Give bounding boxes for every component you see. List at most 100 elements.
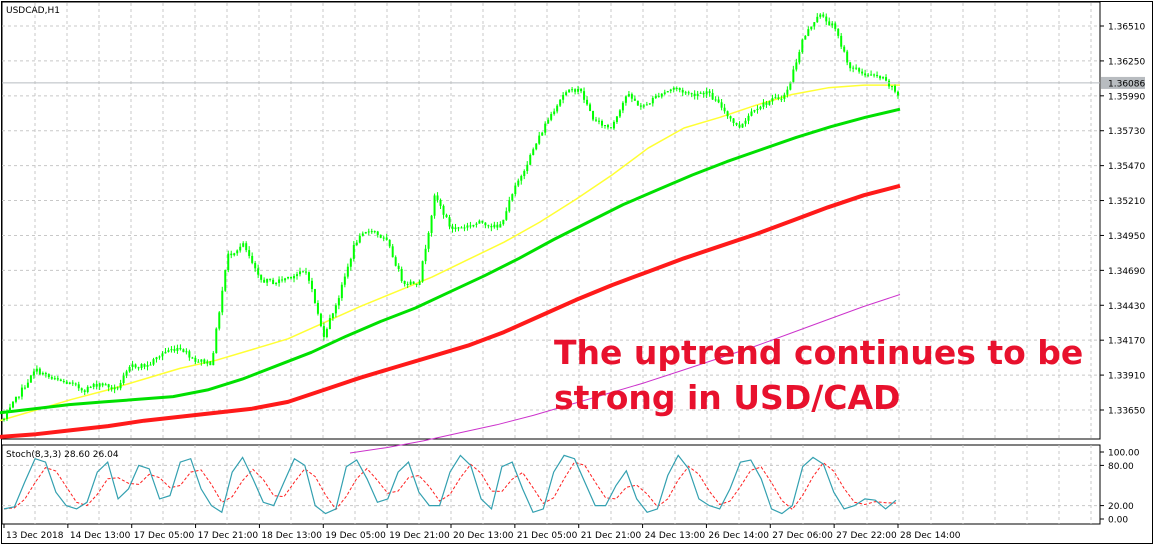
candle-body — [777, 97, 780, 99]
candle-body — [517, 180, 520, 186]
candle-body — [77, 384, 80, 389]
candle-body — [275, 282, 278, 285]
stochastic-tick-label: 100.00 — [1108, 449, 1140, 459]
stochastic-tick-label: 80.00 — [1108, 462, 1134, 472]
price-tick-label: 1.34950 — [1108, 232, 1145, 242]
candle-body — [714, 99, 717, 101]
candle-body — [86, 386, 89, 392]
candle-body — [352, 245, 355, 259]
candle-body — [382, 237, 385, 239]
candle-body — [433, 195, 436, 216]
candle-body — [451, 226, 454, 230]
candle-body — [254, 262, 257, 269]
candle-body — [26, 382, 29, 388]
candle-body — [759, 106, 762, 109]
candle-body — [269, 278, 272, 280]
candle-body — [62, 380, 65, 382]
candle-body — [508, 200, 511, 212]
main-panel — [1, 1, 1101, 440]
candle-body — [263, 279, 266, 283]
stochastic-d-line — [3, 461, 897, 511]
candle-body — [436, 195, 439, 200]
candle-body — [442, 205, 445, 215]
candle-body — [819, 14, 822, 17]
candle-body — [71, 382, 74, 384]
candle-body — [648, 103, 651, 105]
candle-body — [726, 111, 729, 117]
price-tick-label: 1.35990 — [1108, 92, 1145, 102]
candle-body — [236, 250, 239, 254]
time-tick-label: 18 Dec 13:00 — [261, 531, 322, 541]
time-tick-label: 28 Dec 14:00 — [900, 531, 961, 541]
candle-body — [466, 225, 469, 228]
current-price-label: 1.36086 — [1108, 79, 1145, 89]
candle-body — [786, 89, 789, 95]
candle-body — [227, 253, 230, 271]
candle-body — [89, 386, 92, 388]
candle-body — [798, 52, 801, 63]
candle-body — [526, 164, 529, 171]
candle-body — [639, 105, 642, 107]
candle-body — [176, 347, 179, 351]
candle-body — [792, 69, 795, 82]
candle-body — [427, 232, 430, 249]
candle-body — [296, 274, 299, 277]
candle-body — [5, 411, 8, 419]
candle-body — [840, 35, 843, 47]
candle-body — [29, 375, 32, 383]
time-tick-label: 21 Dec 21:00 — [581, 531, 642, 541]
candle-body — [203, 359, 206, 364]
candle-body — [65, 381, 68, 384]
candle-body — [74, 383, 77, 385]
candle-body — [391, 246, 394, 258]
candle-body — [125, 371, 128, 376]
candle-body — [32, 371, 35, 376]
candle-body — [762, 102, 765, 107]
candle-body — [200, 359, 203, 362]
stochastic-tick-label: 20.00 — [1108, 502, 1134, 512]
candle-body — [598, 120, 601, 122]
candle-body — [110, 387, 113, 390]
candle-body — [813, 22, 816, 27]
candle-body — [657, 95, 660, 97]
candle-body — [424, 248, 427, 262]
candle-body — [574, 89, 577, 92]
candle-body — [828, 21, 831, 26]
candle-body — [729, 116, 732, 119]
candle-body — [188, 351, 191, 358]
time-tick-label: 20 Dec 13:00 — [453, 531, 514, 541]
candle-body — [41, 373, 44, 375]
candle-body — [547, 119, 550, 124]
candle-body — [194, 357, 197, 362]
candle-body — [406, 283, 409, 285]
price-tick-label: 1.33650 — [1108, 407, 1145, 417]
time-tick-label: 17 Dec 21:00 — [198, 531, 259, 541]
candle-body — [723, 107, 726, 112]
candle-body — [487, 225, 490, 227]
candle-body — [846, 51, 849, 63]
candle-body — [711, 92, 714, 100]
candle-body — [532, 149, 535, 155]
candle-body — [822, 14, 825, 17]
candle-body — [618, 110, 621, 117]
candle-body — [197, 361, 200, 363]
candle-body — [654, 95, 657, 99]
candle-body — [101, 383, 104, 386]
candle-body — [346, 266, 349, 277]
candle-body — [251, 255, 254, 263]
candle-body — [140, 364, 143, 368]
candle-body — [319, 313, 322, 327]
candle-body — [606, 125, 609, 128]
candle-body — [702, 92, 705, 95]
candle-body — [565, 92, 568, 95]
price-tick-label: 1.34170 — [1108, 337, 1145, 347]
candle-body — [882, 77, 885, 79]
candle-body — [287, 276, 290, 279]
candle-body — [98, 383, 101, 387]
candle-body — [92, 383, 95, 387]
symbol-label: USDCAD,H1 — [6, 6, 60, 16]
candle-body — [855, 67, 858, 69]
candle-body — [152, 359, 155, 365]
candle-body — [633, 98, 636, 101]
